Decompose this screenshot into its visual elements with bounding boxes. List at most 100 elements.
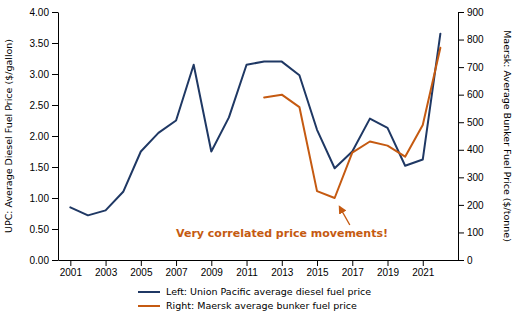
tick-mark: [388, 260, 389, 266]
tick-mark: [458, 205, 464, 206]
tick-mark: [458, 95, 464, 96]
tick-label: 4.00: [30, 7, 50, 18]
tick: 200: [458, 200, 484, 211]
tick: 2.50: [30, 100, 58, 111]
y-axis-title: UPC: Average Diesel Fuel Price ($/gallon…: [3, 39, 14, 233]
tick-mark: [52, 105, 58, 106]
chart: 2001 2003 2005 2007 2009 2011 2013 2015 2017 2019…: [0, 0, 516, 324]
tick: 0.50: [30, 224, 58, 235]
tick: 100: [458, 227, 484, 238]
tick-label: 3.00: [30, 69, 50, 80]
tick-label: 2013: [271, 267, 294, 278]
tick: 500: [458, 117, 484, 128]
tick-mark: [458, 122, 464, 123]
tick-label: 900: [467, 7, 484, 18]
legend: Left: Union Pacific average diesel fuel …: [138, 286, 371, 311]
tick-mark: [52, 167, 58, 168]
tick: 2007: [165, 260, 188, 278]
tick-label: 700: [467, 62, 484, 73]
series-line: [264, 48, 440, 198]
tick: 300: [458, 172, 484, 183]
tick: 2009: [201, 260, 224, 278]
tick-label: 2003: [95, 267, 118, 278]
tick-mark: [458, 150, 464, 151]
tick: 2001: [60, 260, 83, 278]
axis-line: [58, 13, 59, 261]
axis-line: [59, 260, 459, 261]
annotation: Very correlated price movements!: [176, 227, 388, 240]
tick: 700: [458, 62, 484, 73]
tick-mark: [458, 260, 464, 261]
annotation-arrow: [340, 207, 350, 225]
tick-mark: [458, 177, 464, 178]
tick-label: 2.00: [30, 131, 50, 142]
tick-mark: [352, 260, 353, 266]
tick-label: 0.50: [30, 224, 50, 235]
y2-axis: 0 100 200 300 400 500 600 700 800 900: [458, 7, 484, 266]
tick-label: 2005: [130, 267, 153, 278]
tick-label: 300: [467, 172, 484, 183]
tick-label: 0: [467, 255, 473, 266]
tick: 3.00: [30, 69, 58, 80]
tick-mark: [52, 12, 58, 13]
tick-label: 2009: [201, 267, 224, 278]
y-axis: 0.00 0.50 1.00 1.50 2.00 2.50 3.00 3.50 4.00: [30, 7, 59, 266]
tick-label: 2021: [412, 267, 435, 278]
tick-label: 2001: [60, 267, 83, 278]
legend-label: Left: Union Pacific average diesel fuel …: [166, 286, 371, 297]
tick-mark: [458, 40, 464, 41]
series-line: [70, 34, 440, 216]
tick-mark: [458, 12, 464, 13]
tick-label: 100: [467, 227, 484, 238]
tick: 2015: [306, 260, 329, 278]
tick: 1.00: [30, 193, 58, 204]
tick-label: 400: [467, 144, 484, 155]
tick: 900: [458, 7, 484, 18]
tick-label: 1.00: [30, 193, 50, 204]
tick-mark: [423, 260, 424, 266]
tick-mark: [317, 260, 318, 266]
plot: 2001 2003 2005 2007 2009 2011 2013 2015 2017 2019…: [3, 7, 513, 311]
tick-mark: [70, 260, 71, 266]
tick-label: 2011: [236, 267, 258, 278]
tick-label: 0.00: [30, 255, 50, 266]
tick-label: 3.50: [30, 38, 50, 49]
tick-label: 2007: [165, 267, 188, 278]
tick-label: 2019: [377, 267, 400, 278]
legend-label: Right: Maersk average bunker fuel price: [166, 300, 357, 311]
tick: 0.00: [30, 255, 58, 266]
tick-mark: [52, 229, 58, 230]
tick-mark: [247, 260, 248, 266]
tick-mark: [282, 260, 283, 266]
tick: 800: [458, 34, 484, 45]
tick-mark: [458, 232, 464, 233]
tick: 600: [458, 89, 484, 100]
tick: 3.50: [30, 38, 58, 49]
tick: 2021: [412, 260, 435, 278]
y2-axis-title: Maersk: Average Bunker Fuel Price ($/ton…: [502, 30, 513, 242]
tick-mark: [52, 74, 58, 75]
tick-mark: [52, 136, 58, 137]
tick: 4.00: [30, 7, 58, 18]
tick: 1.50: [30, 162, 58, 173]
tick-label: 600: [467, 89, 484, 100]
tick: 2.00: [30, 131, 58, 142]
tick: 2003: [95, 260, 118, 278]
legend-item: Right: Maersk average bunker fuel price: [138, 300, 357, 311]
tick: 0: [458, 255, 473, 266]
tick-label: 2.50: [30, 100, 50, 111]
tick: 2017: [342, 260, 365, 278]
legend-swatch: [138, 305, 160, 307]
x-axis: 2001 2003 2005 2007 2009 2011 2013 2015 2017 2019…: [59, 260, 459, 278]
legend-swatch: [138, 291, 160, 293]
tick-label: 500: [467, 117, 484, 128]
tick-label: 1.50: [30, 162, 50, 173]
tick-mark: [211, 260, 212, 266]
series-group: [70, 34, 440, 216]
tick-mark: [52, 260, 58, 261]
tick-label: 800: [467, 34, 484, 45]
tick-mark: [52, 43, 58, 44]
tick: 2013: [271, 260, 294, 278]
tick-mark: [141, 260, 142, 266]
tick-mark: [106, 260, 107, 266]
